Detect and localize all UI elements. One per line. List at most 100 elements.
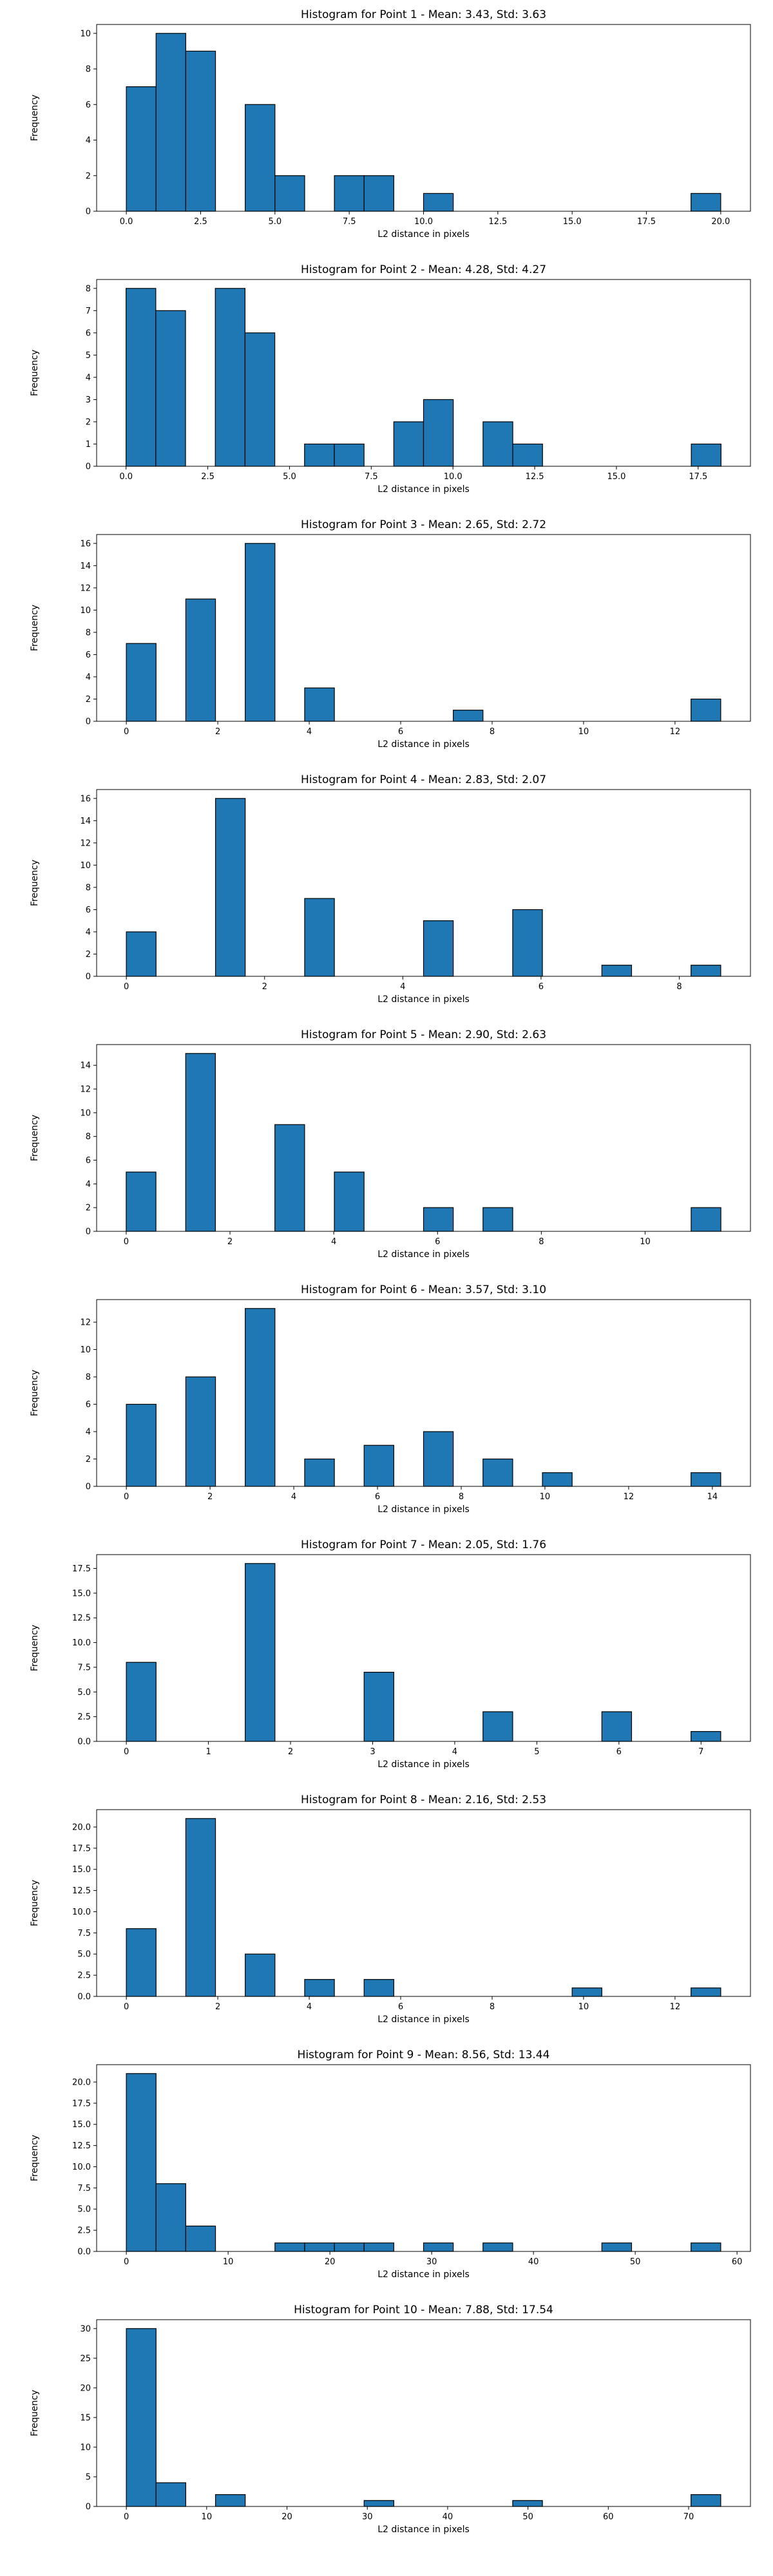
y-axis-label: Frequency xyxy=(30,2135,40,2181)
chart-title: Histogram for Point 4 - Mean: 2.83, Std:… xyxy=(301,773,546,786)
histogram-bar xyxy=(304,1458,335,1487)
y-tick-label: 12 xyxy=(80,583,91,593)
x-tick-label: 17.5 xyxy=(637,217,656,227)
histogram-bar xyxy=(155,33,187,212)
x-tick-label: 8 xyxy=(459,1492,464,1502)
histogram-bar xyxy=(482,421,513,467)
x-axis-label: L2 distance in pixels xyxy=(377,1759,470,1770)
y-axis-label: Frequency xyxy=(30,1880,40,1926)
y-tick-label: 0.0 xyxy=(77,1993,91,2002)
y-tick-label: 7 xyxy=(86,307,91,316)
x-tick-label: 30 xyxy=(362,2512,373,2522)
histogram-bar xyxy=(482,1207,513,1232)
y-tick-label: 16 xyxy=(80,539,91,549)
histogram-bar xyxy=(185,1818,216,1997)
x-axis-label: L2 distance in pixels xyxy=(377,1504,470,1515)
chart-title: Histogram for Point 9 - Mean: 8.56, Std:… xyxy=(298,2049,550,2061)
histogram-bar xyxy=(215,798,246,977)
histogram-point-1: Histogram for Point 1 - Mean: 3.43, Std:… xyxy=(30,8,751,240)
x-tick-label: 6 xyxy=(435,1237,440,1247)
x-tick-label: 70 xyxy=(683,2512,694,2522)
x-tick-label: 8 xyxy=(676,982,682,992)
histogram-bar xyxy=(363,2500,394,2507)
y-tick-label: 14 xyxy=(80,817,91,826)
histogram-bar xyxy=(126,288,157,467)
x-tick-label: 6 xyxy=(539,982,544,992)
y-tick-label: 10.0 xyxy=(72,1638,91,1648)
x-tick-label: 7.5 xyxy=(365,472,378,482)
x-tick-label: 0 xyxy=(124,2512,129,2522)
x-axis-label: L2 distance in pixels xyxy=(377,229,470,240)
x-tick-label: 40 xyxy=(443,2512,453,2522)
histogram-bar xyxy=(155,2482,187,2507)
histogram-bar xyxy=(304,443,335,467)
histogram-bar xyxy=(185,1376,216,1487)
x-tick-label: 0 xyxy=(124,982,129,992)
bars xyxy=(126,798,721,977)
x-tick-label: 2 xyxy=(288,1747,293,1757)
x-axis-label: L2 distance in pixels xyxy=(377,739,470,750)
x-tick-label: 8 xyxy=(490,2002,495,2012)
histogram-point-3: Histogram for Point 3 - Mean: 2.65, Std:… xyxy=(30,518,751,750)
histogram-bar xyxy=(185,50,216,212)
histogram-bar xyxy=(334,2242,365,2252)
histogram-bar xyxy=(126,1928,157,1997)
histogram-bar xyxy=(423,193,454,212)
y-tick-label: 4 xyxy=(86,672,91,682)
x-tick-label: 1 xyxy=(205,1747,211,1757)
histogram-bar xyxy=(363,1444,394,1487)
x-tick-label: 15.0 xyxy=(563,217,582,227)
chart-title: Histogram for Point 10 - Mean: 7.88, Std… xyxy=(294,2304,553,2316)
y-tick-label: 5.0 xyxy=(77,2205,91,2215)
y-tick-label: 6 xyxy=(86,905,91,915)
x-tick-label: 2 xyxy=(227,1237,233,1247)
histogram-bar xyxy=(245,1953,276,1997)
axes-frame xyxy=(96,279,751,467)
x-tick-label: 6 xyxy=(398,727,403,737)
x-tick-label: 3 xyxy=(370,1747,375,1757)
y-axis-label: Frequency xyxy=(30,860,40,906)
x-tick-label: 7.5 xyxy=(343,217,356,227)
histogram-bar xyxy=(691,443,721,467)
histogram-bar xyxy=(126,2328,157,2507)
y-tick-label: 6 xyxy=(86,1156,91,1166)
y-tick-label: 12.5 xyxy=(72,2141,91,2151)
bars xyxy=(126,2073,721,2252)
y-tick-label: 0 xyxy=(86,972,91,982)
y-tick-label: 5 xyxy=(86,2472,91,2482)
y-tick-label: 6 xyxy=(86,650,91,660)
x-axis-label: L2 distance in pixels xyxy=(377,1249,470,1260)
histogram-bar xyxy=(691,698,721,722)
axes-frame xyxy=(96,1299,751,1487)
x-tick-label: 2 xyxy=(207,1492,213,1502)
x-tick-label: 10 xyxy=(640,1237,651,1247)
y-tick-label: 20.0 xyxy=(72,1823,91,1832)
histogram-bar xyxy=(512,443,543,467)
histogram-bar xyxy=(126,1403,157,1487)
axes-frame xyxy=(96,1044,751,1232)
histogram-bar xyxy=(542,1472,573,1487)
x-tick-label: 10.0 xyxy=(444,472,463,482)
y-tick-label: 5 xyxy=(86,351,91,361)
y-tick-label: 10 xyxy=(80,606,91,616)
x-tick-label: 4 xyxy=(452,1747,457,1757)
histogram-bar xyxy=(274,1124,305,1232)
x-tick-label: 4 xyxy=(400,982,405,992)
y-tick-label: 12 xyxy=(80,1085,91,1095)
x-tick-label: 40 xyxy=(528,2257,539,2267)
axes-frame xyxy=(96,534,751,722)
histogram-bar xyxy=(185,1053,216,1232)
chart-title: Histogram for Point 7 - Mean: 2.05, Std:… xyxy=(301,1539,546,1551)
histogram-bar xyxy=(571,1987,602,1997)
y-tick-label: 8 xyxy=(86,65,91,75)
histogram-bar xyxy=(393,421,425,467)
histogram-bar xyxy=(126,931,157,977)
histogram-bar xyxy=(126,2073,157,2252)
y-tick-label: 8 xyxy=(86,628,91,638)
y-tick-label: 0.0 xyxy=(77,1738,91,1747)
y-tick-label: 2 xyxy=(86,695,91,705)
y-tick-label: 12.5 xyxy=(72,1614,91,1624)
y-tick-label: 10 xyxy=(80,1345,91,1355)
histogram-bar xyxy=(363,1671,394,1742)
bars xyxy=(126,1308,721,1487)
